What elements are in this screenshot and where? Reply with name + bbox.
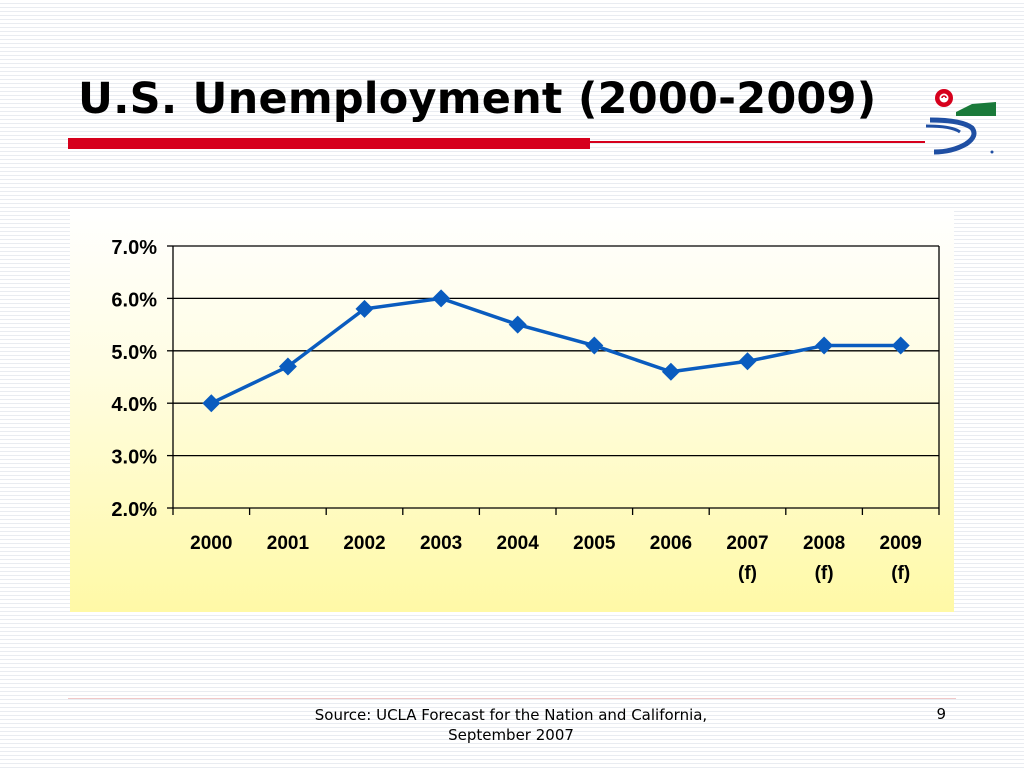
y-tick-label: 6.0%: [111, 289, 157, 311]
data-point-marker: [202, 394, 221, 413]
data-point-marker: [738, 352, 757, 371]
x-tick-label: 2006: [650, 533, 692, 554]
footer-divider: [68, 698, 956, 699]
x-tick-label: 2007 (f): [726, 533, 768, 584]
data-point-marker: [508, 315, 527, 334]
x-tick-label: 2008 (f): [803, 533, 845, 584]
x-tick-label: 2005: [573, 533, 616, 554]
unemployment-line-chart: 2.0% 3.0% 4.0% 5.0% 6.0% 7.0% 2000 2001 2002 2003…: [111, 237, 940, 584]
data-point-marker: [661, 362, 680, 381]
chart-gridlines: [173, 245, 939, 457]
data-point-marker: [355, 299, 374, 318]
source-note: Source: UCLA Forecast for the Nation and…: [314, 706, 708, 744]
x-tick-label: 2001: [267, 533, 310, 554]
y-tick-label: 4.0%: [111, 394, 157, 416]
title-underline-rule: [590, 141, 925, 143]
page-number: 9: [936, 705, 946, 723]
chart-panel: 2.0% 3.0% 4.0% 5.0% 6.0% 7.0% 2000 2001 2002 2003…: [70, 208, 954, 612]
data-point-marker: [278, 357, 297, 376]
chart-series: [202, 289, 910, 413]
y-tick-label: 7.0%: [111, 237, 157, 259]
x-tick-label: 2004: [497, 533, 540, 554]
slide-title: U.S. Unemployment (2000-2009): [78, 74, 877, 124]
x-tick-label: 2009 (f): [880, 533, 922, 584]
logo-icon: [925, 89, 996, 155]
data-point-marker: [585, 336, 604, 355]
x-tick-label: 2003: [420, 533, 462, 554]
title-underline-bar: [68, 138, 590, 149]
y-tick-label: 5.0%: [111, 342, 157, 364]
x-tick-label: 2002: [343, 533, 385, 554]
y-tick-label: 2.0%: [111, 499, 157, 521]
data-point-marker: [815, 336, 834, 355]
x-tick-label: 2000: [190, 533, 232, 554]
y-tick-label: 3.0%: [111, 447, 157, 469]
chart-axes: [167, 245, 940, 515]
data-point-marker: [432, 289, 451, 308]
series-line: [210, 296, 901, 405]
chart-labels: 2.0% 3.0% 4.0% 5.0% 6.0% 7.0% 2000 2001 2002 2003…: [111, 237, 921, 584]
data-point-marker: [891, 336, 910, 355]
